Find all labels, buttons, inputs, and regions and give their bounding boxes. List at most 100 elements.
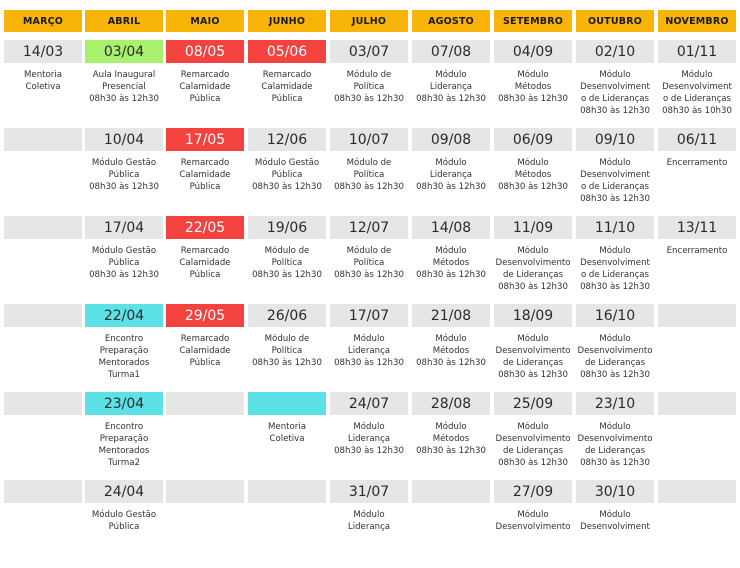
month-header: MAIO — [166, 10, 244, 32]
date-cell: 13/11 — [658, 216, 736, 239]
month-header: OUTUBRO — [576, 10, 654, 32]
date-cell: 09/08 — [412, 128, 490, 151]
date-cell: 11/09 — [494, 216, 572, 239]
date-cell: 23/04 — [85, 392, 163, 415]
session-description — [656, 506, 738, 568]
date-cell: 17/04 — [85, 216, 163, 239]
date-cell: 25/09 — [494, 392, 572, 415]
session-description: Módulo Gestão Pública 08h30 às 12h30 — [89, 246, 159, 280]
date-cell: 14/08 — [412, 216, 490, 239]
session-description: Módulo Desenvolviment o de Lideranças 08… — [662, 70, 732, 116]
date-cell: 16/10 — [576, 304, 654, 327]
session-description: Encerramento — [666, 158, 728, 168]
date-cell: 06/09 — [494, 128, 572, 151]
date-cell: 19/06 — [248, 216, 326, 239]
session-description — [2, 418, 84, 480]
session-description: Aula Inaugural Presencial 08h30 às 12h30 — [89, 70, 159, 104]
date-cell: 02/10 — [576, 40, 654, 63]
session-description — [246, 506, 328, 568]
session-description: Módulo Métodos 08h30 às 12h30 — [416, 246, 486, 280]
date-cell — [4, 128, 82, 151]
session-description: Módulo de Política 08h30 às 12h30 — [334, 246, 404, 280]
date-cell: 18/09 — [494, 304, 572, 327]
session-description — [656, 418, 738, 480]
session-description: Módulo Liderança 08h30 às 12h30 — [334, 334, 404, 368]
session-description — [2, 330, 84, 392]
date-cell — [166, 392, 244, 415]
session-description: Módulo Métodos 08h30 às 12h30 — [498, 70, 568, 104]
month-header: AGOSTO — [412, 10, 490, 32]
session-description: Módulo de Política 08h30 às 12h30 — [252, 334, 322, 368]
date-cell: 07/08 — [412, 40, 490, 63]
date-cell: 14/03 — [4, 40, 82, 63]
session-description: Módulo Métodos 08h30 às 12h30 — [416, 422, 486, 456]
session-description — [2, 506, 84, 568]
date-cell: 10/07 — [330, 128, 408, 151]
date-cell: 22/05 — [166, 216, 244, 239]
session-description: Encontro Preparação Mentorados Turma2 — [98, 422, 150, 468]
month-header: ABRIL — [85, 10, 163, 32]
session-description: Módulo Métodos 08h30 às 12h30 — [416, 334, 486, 368]
date-cell: 28/08 — [412, 392, 490, 415]
session-description: Módulo Gestão Pública — [91, 510, 157, 532]
session-description: Encerramento — [666, 246, 728, 256]
date-cell: 24/04 — [85, 480, 163, 503]
session-description: Remarcado Calamidade Pública — [179, 158, 231, 192]
session-description: Módulo Liderança 08h30 às 12h30 — [416, 70, 486, 104]
session-description: Módulo Desenvolvimento de Lideranças 08h… — [495, 334, 571, 380]
date-cell: 27/09 — [494, 480, 572, 503]
date-cell: 21/08 — [412, 304, 490, 327]
date-cell: 12/06 — [248, 128, 326, 151]
date-cell — [412, 480, 490, 503]
date-cell: 29/05 — [166, 304, 244, 327]
session-description: Mentoria Coletiva — [24, 70, 62, 92]
session-description: Módulo Desenvolvimento de Lideranças 08h… — [577, 422, 653, 468]
date-cell — [4, 304, 82, 327]
date-cell: 12/07 — [330, 216, 408, 239]
month-header: JULHO — [330, 10, 408, 32]
session-description: Mentoria Coletiva — [268, 422, 306, 444]
date-cell: 08/05 — [166, 40, 244, 63]
session-description: Módulo de Política 08h30 às 12h30 — [334, 70, 404, 104]
date-cell: 11/10 — [576, 216, 654, 239]
month-header: JUNHO — [248, 10, 326, 32]
date-cell — [248, 480, 326, 503]
date-cell: 26/06 — [248, 304, 326, 327]
session-description: Módulo Desenvolviment — [580, 510, 650, 532]
date-cell: 17/05 — [166, 128, 244, 151]
session-description: Módulo Desenvolvimento de Lideranças 08h… — [495, 422, 571, 468]
date-cell — [4, 480, 82, 503]
session-description — [164, 418, 246, 480]
session-description — [2, 154, 84, 216]
session-description — [2, 242, 84, 304]
date-cell — [658, 392, 736, 415]
date-cell — [658, 480, 736, 503]
month-header: SETEMBRO — [494, 10, 572, 32]
date-cell: 05/06 — [248, 40, 326, 63]
session-description: Módulo Gestão Pública 08h30 às 12h30 — [252, 158, 322, 192]
date-cell: 22/04 — [85, 304, 163, 327]
date-cell — [4, 392, 82, 415]
calendar-grid: MARÇO ABRIL MAIO JUNHO JULHO AGOSTO SETEMBRO OU… — [2, 10, 738, 532]
date-cell — [166, 480, 244, 503]
session-description: Módulo Gestão Pública 08h30 às 12h30 — [89, 158, 159, 192]
session-description: Remarcado Calamidade Pública — [179, 246, 231, 280]
session-description: Módulo Liderança 08h30 às 12h30 — [416, 158, 486, 192]
session-description: Remarcado Calamidade Pública — [179, 334, 231, 368]
date-cell: 06/11 — [658, 128, 736, 151]
session-description: Módulo Desenvolvimento — [495, 510, 571, 532]
session-description: Módulo Desenvolviment o de Lideranças 08… — [580, 70, 650, 116]
date-cell: 31/07 — [330, 480, 408, 503]
session-description: Módulo Desenvolvimento de Lideranças 08h… — [577, 334, 653, 380]
date-cell: 23/10 — [576, 392, 654, 415]
session-description: Módulo Desenvolvimento de Lideranças 08h… — [495, 246, 571, 292]
date-cell: 30/10 — [576, 480, 654, 503]
session-description: Remarcado Calamidade Pública — [261, 70, 313, 104]
date-cell: 01/11 — [658, 40, 736, 63]
session-description — [164, 506, 246, 568]
date-cell — [4, 216, 82, 239]
session-description — [410, 506, 492, 568]
month-header: NOVEMBRO — [658, 10, 736, 32]
date-cell: 04/09 — [494, 40, 572, 63]
date-cell — [658, 304, 736, 327]
